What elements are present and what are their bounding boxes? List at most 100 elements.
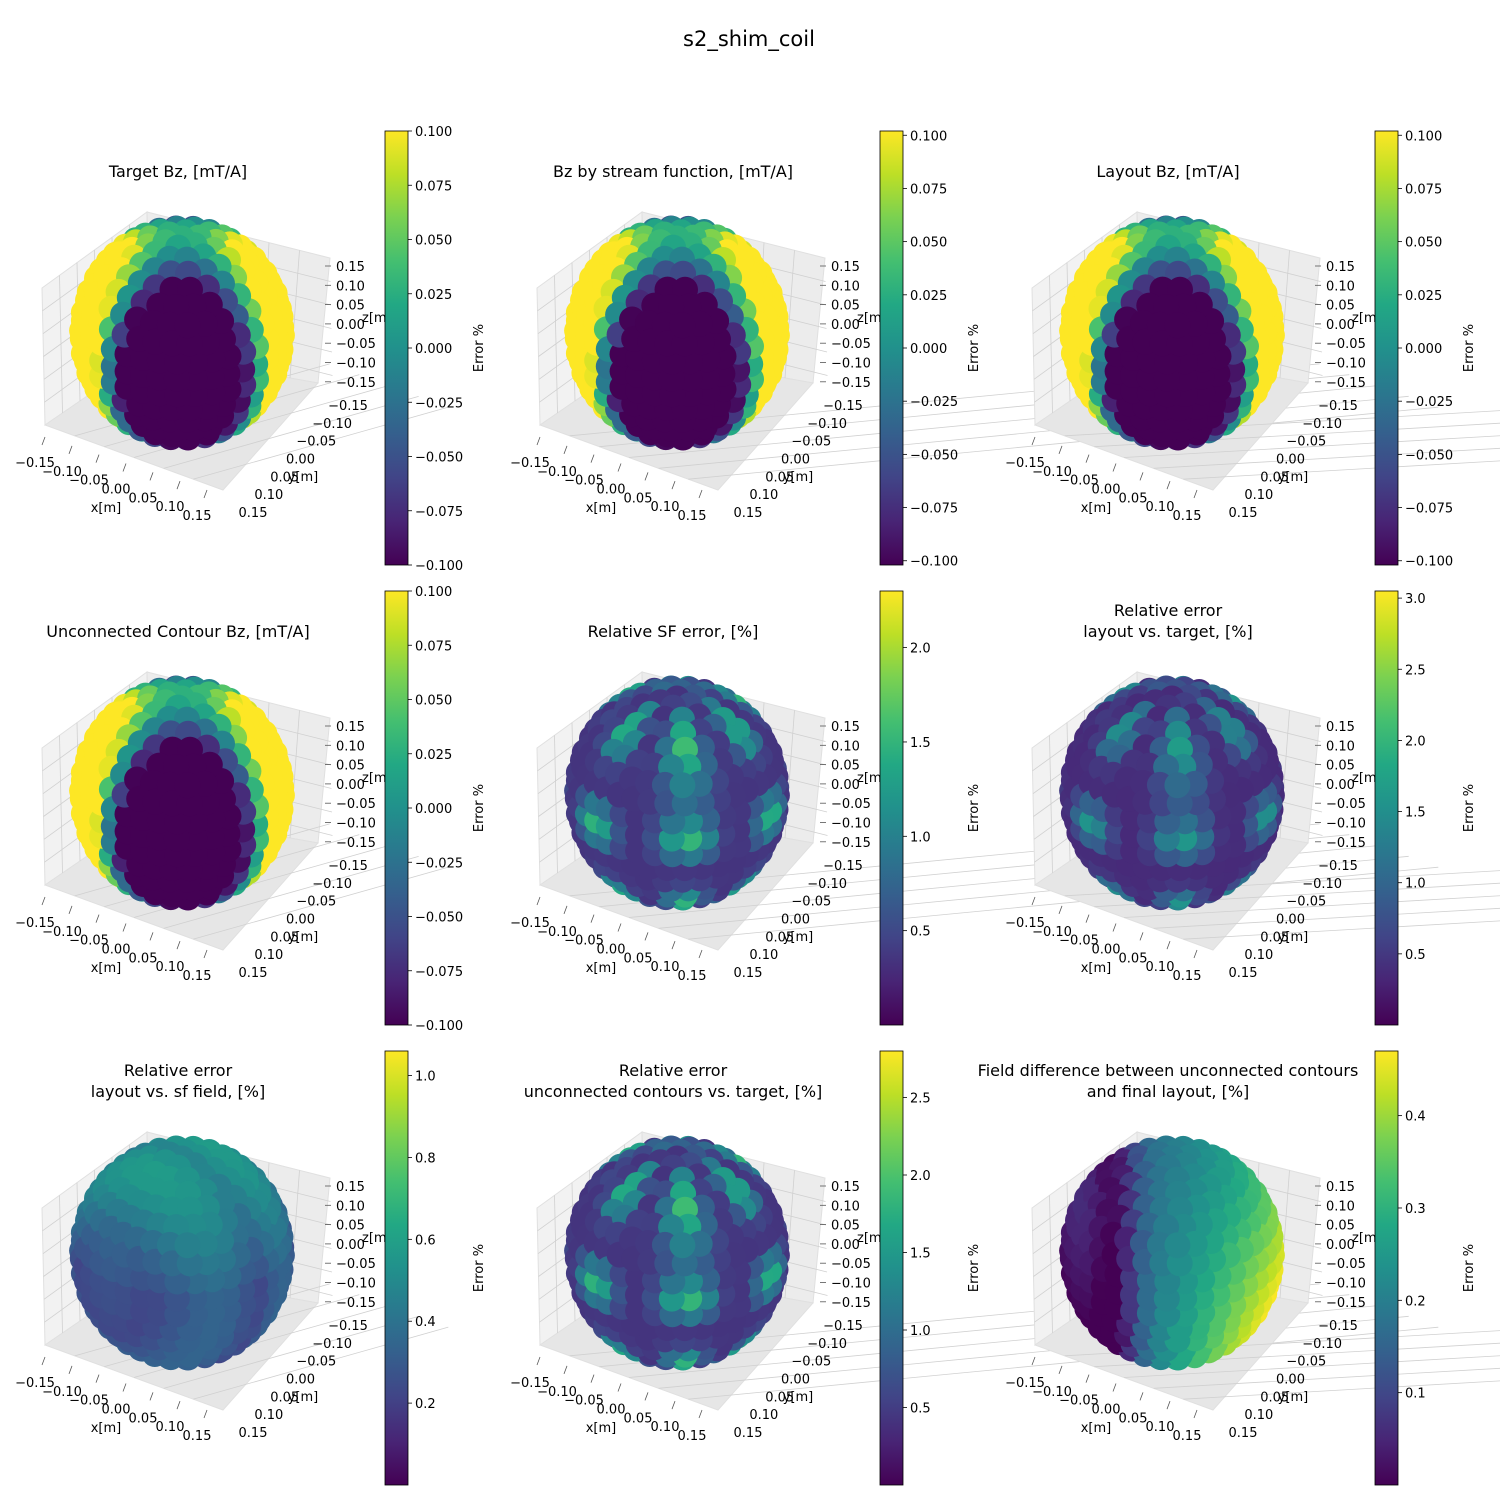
x-tick	[1193, 489, 1198, 499]
y-tick-label: 0.00	[781, 1373, 810, 1388]
z-tick-label: −0.15	[1326, 836, 1366, 851]
scatter-point	[669, 1232, 696, 1259]
x-tick-label: 0.00	[1092, 1403, 1121, 1418]
x-axis-label: x[m]	[586, 1421, 617, 1436]
z-tick-label: 0.15	[336, 720, 365, 735]
colorbar-tick-label: −0.100	[415, 1019, 463, 1034]
x-tick-label: −0.05	[564, 474, 604, 489]
x-tick-label: 0.05	[1119, 951, 1148, 966]
colorbar-tick-label: 0.025	[1405, 289, 1442, 304]
x-tick-label: 0.00	[597, 483, 626, 498]
x-tick	[95, 914, 100, 923]
gridline	[1064, 1330, 1500, 1357]
colorbar-tick-label: 0.075	[415, 639, 452, 654]
colorbar-tick-label: 0.5	[910, 1402, 931, 1417]
gridline	[1123, 895, 1500, 918]
x-tick	[176, 1401, 181, 1410]
colorbar: 3.0 2.5 2.0 1.5 1.0 0.5 Error %	[1374, 590, 1477, 1026]
y-tick-label: 0.15	[1229, 966, 1258, 981]
y-tick-label: 0.00	[1276, 1373, 1305, 1388]
x-tick	[176, 481, 181, 490]
z-tick-label: 0.10	[336, 279, 365, 294]
x-tick-label: −0.05	[1059, 934, 1099, 949]
x-tick	[1166, 481, 1171, 490]
y-tick-label: 0.05	[270, 470, 299, 485]
x-tick-label: −0.05	[1059, 1394, 1099, 1409]
y-tick-label: −0.15	[823, 399, 863, 414]
y-tick-label: 0.00	[286, 913, 315, 928]
colorbar-tick-label: −0.100	[1405, 555, 1453, 570]
z-tick-label: 0.10	[831, 739, 860, 754]
colorbar-tick-label: 0.050	[1405, 236, 1442, 251]
colorbar-gradient	[879, 590, 904, 1026]
y-axis-label: y[m]	[288, 470, 319, 485]
subplot-title: layout vs. target, [%]	[1083, 622, 1253, 641]
x-tick	[203, 949, 208, 959]
x-axis-label: x[m]	[91, 501, 122, 516]
x-tick-label: 0.05	[129, 951, 158, 966]
z-tick-label: 0.15	[1326, 720, 1355, 735]
colorbar-label: Error %	[472, 784, 487, 832]
y-tick-label: −0.10	[1302, 1337, 1342, 1352]
sphere-scatter	[69, 1135, 295, 1371]
y-tick-label: −0.15	[823, 859, 863, 874]
y-tick-label: −0.10	[312, 877, 352, 892]
subplot-title: Relative error	[124, 1061, 233, 1080]
x-tick-label: 0.05	[624, 491, 653, 506]
x-tick-label: −0.10	[537, 925, 577, 940]
z-axis-label: z[m]	[857, 1231, 887, 1246]
x-tick-label: −0.10	[1032, 925, 1072, 940]
z-tick-label: 0.15	[336, 1180, 365, 1195]
x-tick-label: 0.00	[597, 943, 626, 958]
z-tick-label: 0.05	[1326, 759, 1355, 774]
y-tick-label: 0.05	[1260, 1390, 1289, 1405]
x-tick	[122, 923, 127, 932]
z-tick-label: −0.10	[831, 357, 871, 372]
z-tick-label: 0.00	[831, 318, 860, 333]
sphere-scatter	[69, 215, 295, 451]
y-tick-label: 0.15	[734, 1426, 763, 1441]
subplot-5: Relative SF error, [%]−0.15−0.10−0.050.0…	[510, 590, 1439, 1026]
z-tick-label: −0.10	[336, 357, 376, 372]
colorbar-tick-label: 0.075	[1405, 182, 1442, 197]
x-tick-label: 0.15	[183, 969, 212, 984]
z-tick-label: 0.05	[831, 299, 860, 314]
z-tick-label: 0.10	[1326, 1199, 1355, 1214]
y-tick-label: −0.05	[1286, 1355, 1326, 1370]
colorbar-tick-label: 0.2	[1405, 1294, 1426, 1309]
colorbar-tick-label: 1.0	[910, 1324, 931, 1339]
x-tick	[1139, 932, 1144, 941]
colorbar-tick-label: 0.8	[415, 1151, 436, 1166]
x-tick-label: −0.15	[1005, 916, 1045, 931]
colorbar-tick-label: 2.5	[1405, 663, 1426, 678]
x-tick	[563, 445, 568, 454]
colorbar-label: Error %	[1462, 324, 1477, 372]
x-tick-label: −0.10	[42, 925, 82, 940]
y-tick-label: 0.15	[734, 966, 763, 981]
subplot-3: Layout Bz, [mT/A]−0.15−0.10−0.050.000.05…	[1005, 129, 1500, 570]
x-tick	[644, 472, 649, 481]
y-tick-label: 0.05	[1260, 470, 1289, 485]
colorbar-tick-label: 0.4	[1405, 1110, 1426, 1125]
colorbar: 2.5 2.0 1.5 1.0 0.5 Error %	[879, 1050, 982, 1486]
x-tick	[203, 1409, 208, 1419]
sphere-scatter	[1059, 215, 1285, 451]
gridline	[1153, 1367, 1500, 1389]
colorbar-tick-label: 0.075	[415, 179, 452, 194]
x-tick	[95, 1374, 100, 1383]
sphere-scatter	[1059, 675, 1285, 911]
z-tick-label: 0.15	[831, 720, 860, 735]
gridline	[1123, 435, 1500, 458]
x-tick-label: 0.00	[102, 483, 131, 498]
x-tick	[536, 436, 541, 446]
x-tick	[644, 1392, 649, 1401]
x-tick-label: 0.00	[102, 943, 131, 958]
x-tick-label: 0.15	[183, 1429, 212, 1444]
gridline	[1094, 882, 1500, 908]
colorbar-tick-label: 1.0	[415, 1070, 436, 1085]
colorbar-tick-label: 1.5	[910, 1247, 931, 1262]
x-tick-label: −0.15	[1005, 456, 1045, 471]
subplot-title: unconnected contours vs. target, [%]	[524, 1082, 823, 1101]
y-tick-label: 0.15	[239, 966, 268, 981]
z-tick-label: −0.05	[336, 797, 376, 812]
